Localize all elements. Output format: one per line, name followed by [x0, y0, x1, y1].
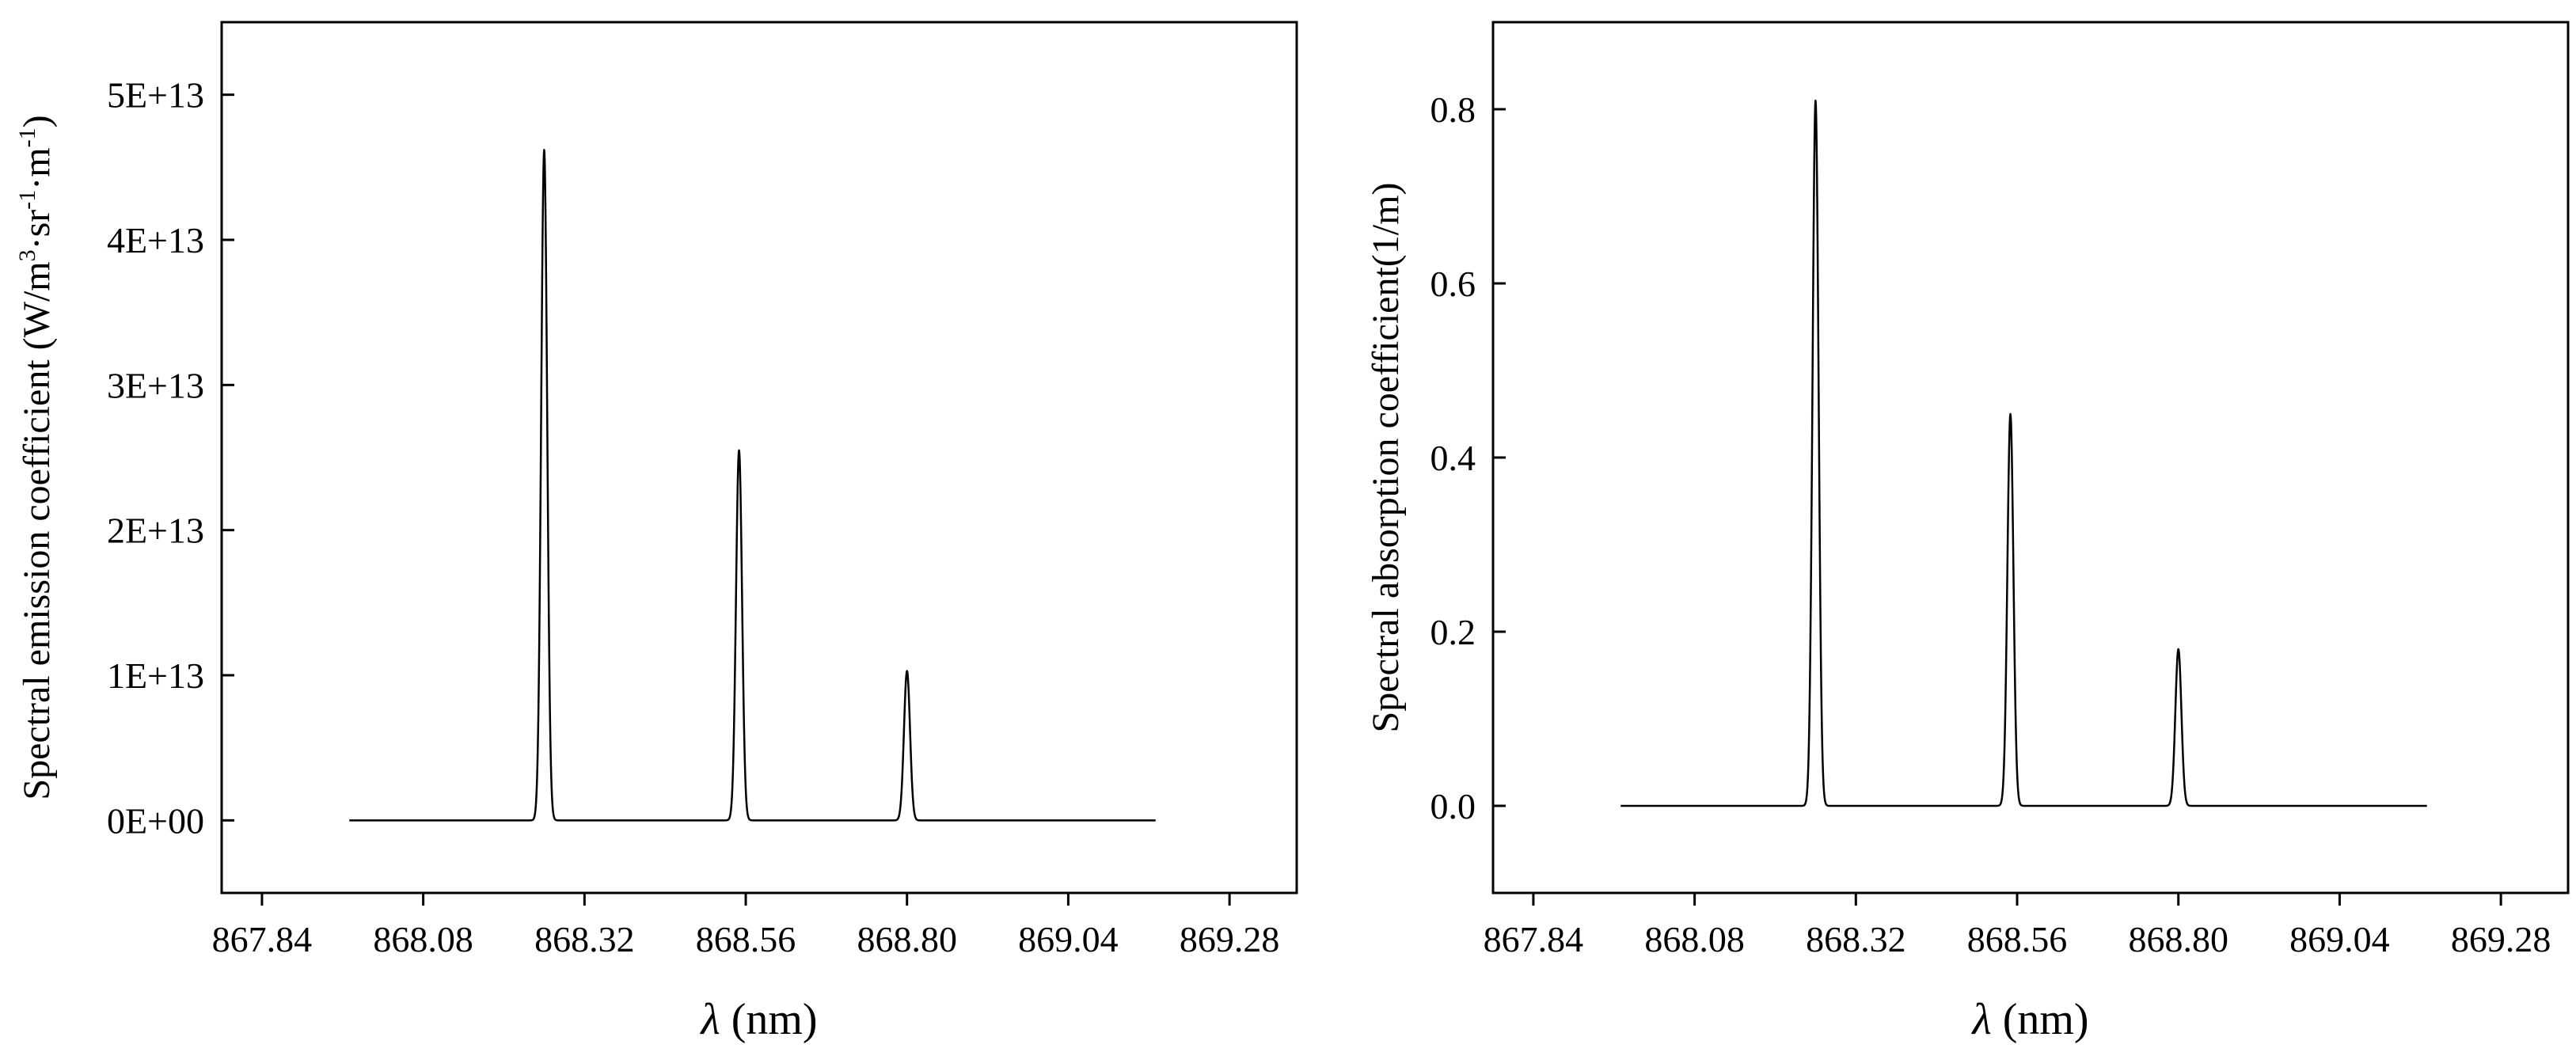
emission-y-tick-label: 2E+13	[107, 511, 204, 551]
emission-y-tick-label: 0E+00	[107, 800, 204, 841]
x-unit: (nm)	[720, 995, 818, 1044]
emission-x-tick-label: 869.04	[1018, 919, 1119, 959]
absorption-x-tick-label: 868.32	[1806, 919, 1906, 959]
ylabel-part: Spectral absorption coefficient(1/m)	[1365, 183, 1407, 733]
absorption-x-tick-label: 868.56	[1967, 919, 2068, 959]
emission-y-ticks: 0E+00 1E+13 2E+13 3E+13 4E+13 5E+13	[107, 75, 234, 841]
ylabel-part: )	[16, 115, 58, 127]
absorption-spectrum-line	[1620, 99, 2428, 807]
absorption-y-tick-label: 0.6	[1430, 264, 1476, 304]
emission-x-ticks: 867.84 868.08 868.32 868.56 868.80 869.04 869.…	[212, 893, 1280, 959]
emission-x-tick-label: 868.08	[373, 919, 473, 959]
emission-y-tick-label: 4E+13	[107, 220, 204, 260]
emission-y-tick-label: 5E+13	[107, 75, 204, 116]
absorption-x-tick-label: 868.80	[2128, 919, 2228, 959]
emission-spectrum-line	[348, 149, 1157, 822]
emission-x-tick-label: 868.80	[857, 919, 957, 959]
emission-x-tick-label: 868.56	[696, 919, 796, 959]
absorption-plot-frame	[1491, 21, 2570, 895]
ylabel-part: ·m	[16, 147, 58, 189]
absorption-chart-panel: 867.84 868.08 868.32 868.56 868.80 869.04 869.…	[1365, 21, 2570, 1044]
lambda-symbol: λ	[1970, 995, 1991, 1044]
absorption-y-tick-label: 0.4	[1430, 438, 1476, 478]
ylabel-part: ·sr	[16, 210, 58, 250]
emission-x-axis-label: λ (nm)	[699, 995, 817, 1044]
ylabel-superscript: -1	[14, 127, 40, 147]
absorption-x-tick-label: 869.28	[2451, 919, 2551, 959]
absorption-y-tick-label: 0.8	[1430, 89, 1476, 130]
absorption-x-ticks: 867.84 868.08 868.32 868.56 868.80 869.04 869.…	[1484, 893, 2551, 959]
absorption-y-tick-label: 0.0	[1430, 786, 1476, 826]
absorption-x-tick-label: 868.08	[1644, 919, 1745, 959]
absorption-x-axis-label: λ (nm)	[1970, 995, 2088, 1044]
absorption-x-tick-label: 867.84	[1484, 919, 1584, 959]
emission-x-tick-label: 869.28	[1180, 919, 1280, 959]
emission-y-tick-label: 1E+13	[107, 655, 204, 696]
emission-x-tick-label: 868.32	[534, 919, 635, 959]
absorption-y-tick-label: 0.2	[1430, 612, 1476, 652]
lambda-symbol: λ	[699, 995, 720, 1044]
ylabel-superscript: -1	[14, 190, 40, 210]
emission-x-tick-label: 867.84	[212, 919, 313, 959]
ylabel-part: Spectral emission coefficient (W/m	[16, 261, 58, 800]
ylabel-superscript: 3	[14, 249, 40, 261]
x-unit: (nm)	[1992, 995, 2089, 1044]
emission-y-tick-label: 3E+13	[107, 365, 204, 405]
emission-chart-panel: 867.84 868.08 868.32 868.56 868.80 869.04 869.…	[14, 21, 1298, 1044]
absorption-y-ticks: 0.0 0.2 0.4 0.6 0.8	[1430, 89, 1506, 826]
absorption-x-tick-label: 869.04	[2289, 919, 2390, 959]
absorption-y-axis-label: Spectral absorption coefficient(1/m)	[1365, 183, 1407, 733]
emission-y-axis-label: Spectral emission coefficient (W/m3·sr-1…	[14, 115, 58, 800]
emission-plot-frame	[220, 21, 1298, 895]
